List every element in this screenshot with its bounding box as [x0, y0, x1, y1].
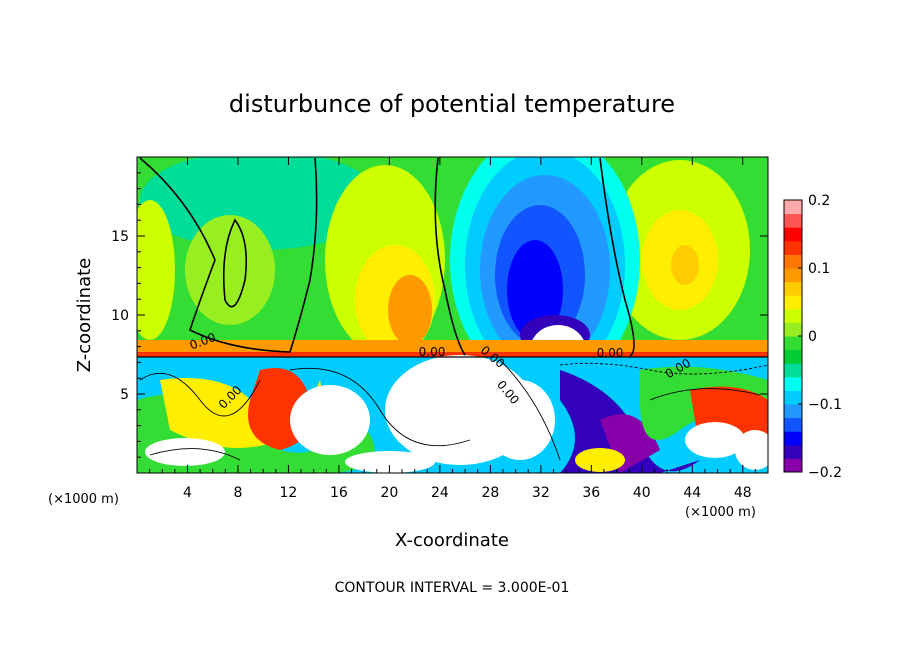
heatmap-field: [137, 157, 768, 473]
colorbar-swatch: [784, 227, 802, 242]
colorbar-swatch: [784, 444, 802, 459]
lower-contour-6: [149, 448, 241, 461]
x-tick-label: 40: [633, 485, 651, 501]
zero-contour-lines: [139, 157, 635, 357]
lower-contour-3: [499, 359, 561, 461]
colorbar-tick-label: 0.1: [808, 261, 830, 277]
x-tick-label: 32: [532, 485, 550, 501]
x-tick-label: 24: [431, 485, 449, 501]
colorbar-swatch: [784, 295, 802, 310]
x-tick-label: 20: [380, 485, 398, 501]
contour-label: 0.00: [419, 345, 446, 359]
inversion-band-red: [137, 352, 768, 357]
colorbar-swatch: [784, 417, 802, 432]
lower-white-region-b: [485, 380, 555, 460]
colorbar-swatch: [784, 268, 802, 283]
colorbar-swatch: [784, 308, 802, 323]
x-tick-label: 16: [330, 485, 348, 501]
cold-plume-deepblue: [507, 240, 563, 340]
colorbar-swatch: [784, 431, 802, 446]
lower-contour-2: [289, 367, 471, 447]
lower-white-region-left: [145, 438, 225, 466]
colorbar-swatch: [784, 213, 802, 228]
x-tick-label: 48: [734, 485, 752, 501]
colorbar-swatch: [784, 281, 802, 296]
x-unit-left: (×1000 m): [48, 492, 119, 507]
y-tick-label: 10: [111, 308, 129, 324]
colorbar-swatch: [784, 390, 802, 405]
colorbar-swatch: [784, 322, 802, 337]
lower-contour-1: [139, 372, 261, 417]
zero-contour-loop: [222, 218, 248, 308]
x-tick-label: 4: [183, 485, 192, 501]
lower-white-region-right: [685, 422, 745, 458]
colorbar-tick-label: −0.1: [808, 397, 842, 413]
lower-white-region-right2: [735, 430, 768, 470]
zero-contour-mid: [434, 157, 466, 356]
upper-mid-orange-region: [388, 275, 432, 345]
colorbar-tick-label: −0.2: [808, 465, 842, 481]
upper-green-teal-region: [140, 157, 380, 250]
x-tick-label: 28: [481, 485, 499, 501]
colorbar-swatch: [784, 336, 802, 351]
lower-yellow-right: [575, 448, 625, 472]
x-tick-label: 36: [582, 485, 600, 501]
lower-contour-lines: [139, 359, 768, 461]
colorbar-swatch: [784, 254, 802, 269]
y-axis-label: Z-coordinate: [74, 258, 95, 373]
contour-label: 0.00: [597, 346, 624, 360]
colorbar-swatch: [784, 376, 802, 391]
colorbar-tick-label: 0.2: [808, 193, 830, 209]
x-tick-label: 8: [233, 485, 242, 501]
colorbar-swatch: [784, 240, 802, 255]
y-tick-label: 15: [111, 229, 129, 245]
lower-contour-5: [649, 388, 761, 401]
x-axis-label: X-coordinate: [395, 530, 509, 551]
colorbar-swatch: [784, 349, 802, 364]
x-tick-label: 12: [280, 485, 298, 501]
contour-interval-footer: CONTOUR INTERVAL = 3.000E-01: [335, 580, 570, 596]
x-tick-label: 44: [683, 485, 701, 501]
y-tick-label: 5: [120, 387, 129, 403]
colorbar-ticks: 0.2 0.1 0 −0.1 −0.2: [798, 193, 842, 481]
colorbar-swatch: [784, 404, 802, 419]
x-axis: 4 8 12 16 20 24 28 32 36 40 44 48: [149, 157, 756, 501]
inversion-band-orange: [137, 340, 768, 354]
y-axis: 5 10 15: [111, 172, 768, 458]
colorbar-swatch: [784, 363, 802, 378]
chart-title: disturbunce of potential temperature: [229, 90, 675, 118]
colorbar-swatch: [784, 458, 802, 473]
colorbar: [783, 199, 803, 473]
lower-white-region-a: [290, 385, 370, 455]
upper-left-yellow-region: [137, 200, 175, 340]
colorbar-tick-label: 0: [808, 329, 817, 345]
upper-right-orange-region: [671, 245, 699, 285]
lower-white-bottom-mid: [345, 451, 435, 473]
zero-contour-right: [599, 157, 635, 357]
zero-contour-left: [139, 157, 318, 353]
colorbar-swatch: [784, 200, 802, 215]
x-unit-right: (×1000 m): [685, 505, 756, 520]
lower-contour-4: [559, 362, 768, 375]
